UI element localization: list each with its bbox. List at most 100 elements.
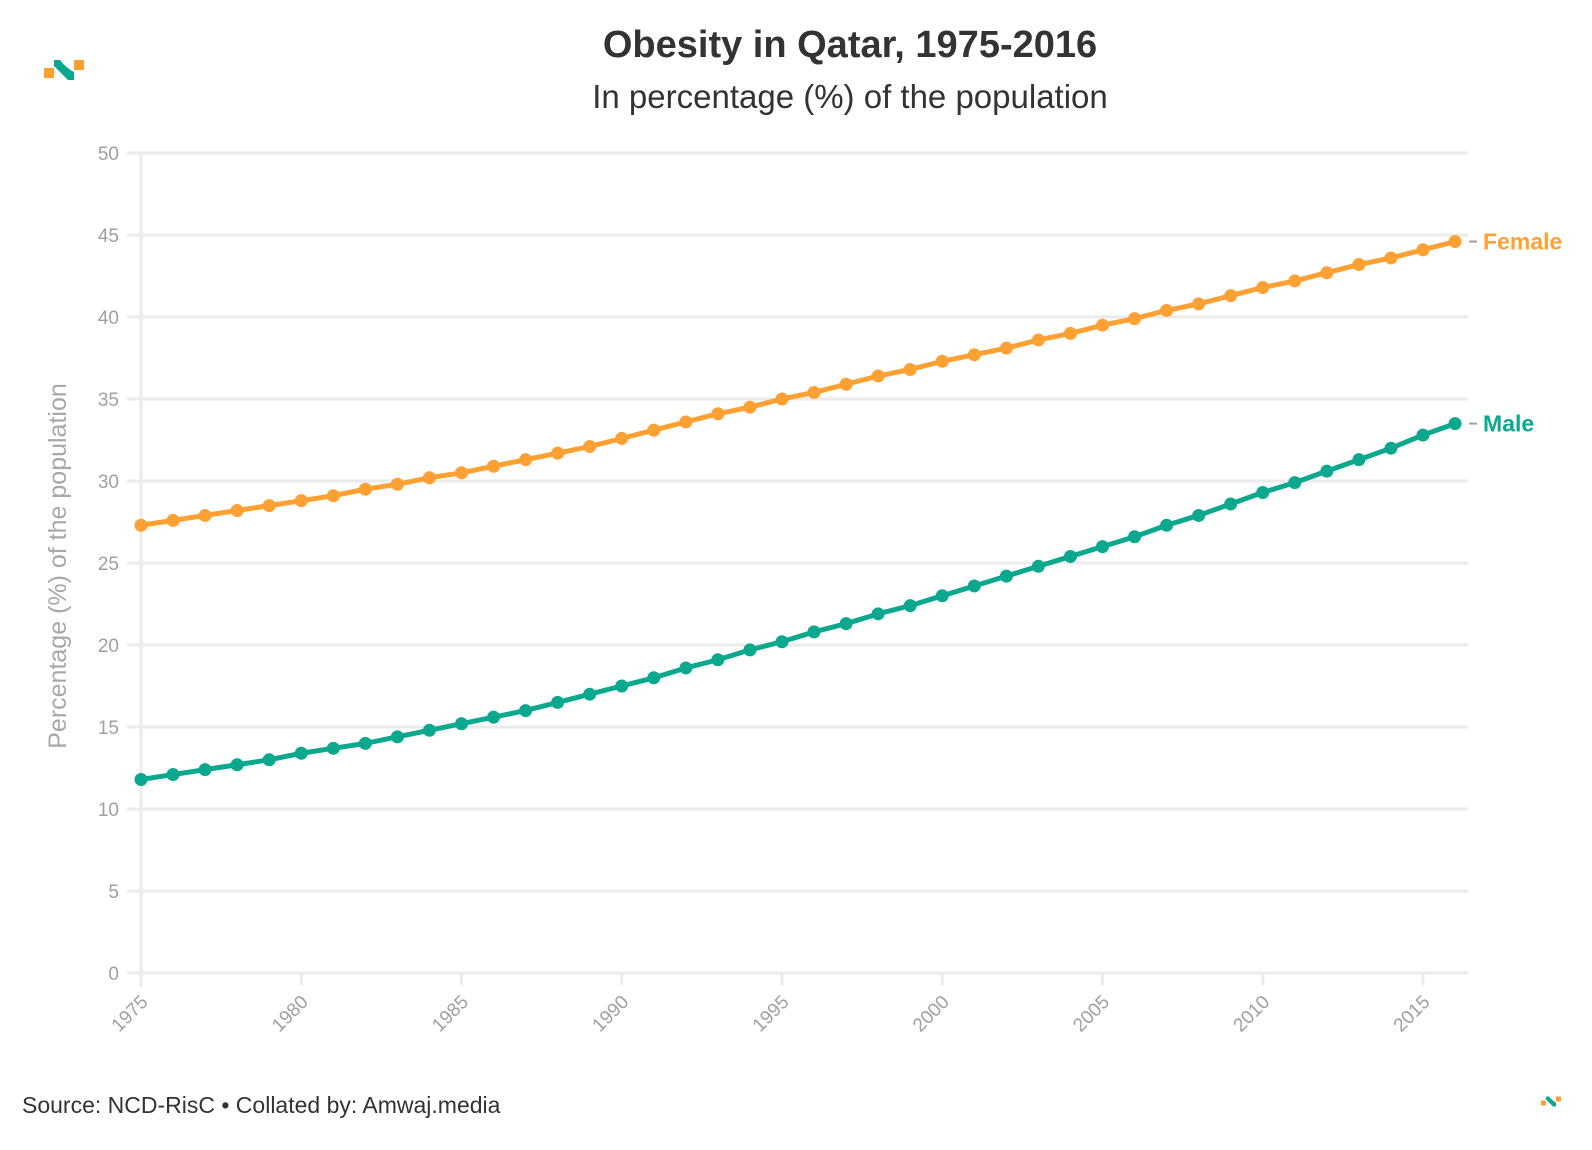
male-point-1976 [166, 768, 180, 782]
series-group: Female Male [134, 229, 1562, 786]
female-point-1977 [198, 508, 212, 522]
male-point-1993 [711, 653, 725, 667]
female-point-1990 [615, 431, 629, 445]
male-end-label: Male [1483, 411, 1534, 437]
male-point-1984 [422, 723, 436, 737]
grid-lines [127, 151, 1468, 975]
female-point-2012 [1320, 266, 1334, 280]
logo-wave [54, 60, 74, 80]
female-point-1978 [230, 504, 244, 518]
logo-small-square-right [1556, 1096, 1561, 1102]
female-point-2011 [1288, 274, 1302, 288]
female-end-label: Female [1483, 229, 1562, 255]
male-point-1996 [807, 625, 821, 639]
y-tick-label: 35 [98, 390, 119, 411]
amwaj-logo-icon [44, 60, 84, 80]
male-point-1997 [839, 617, 853, 631]
female-point-2009 [1224, 289, 1238, 303]
y-tick-label: 30 [98, 472, 119, 493]
x-tick-label: 1980 [268, 992, 313, 1037]
male-point-2006 [1128, 530, 1142, 544]
male-point-2004 [1063, 549, 1077, 563]
female-point-1994 [743, 400, 757, 414]
series-male: Male [134, 411, 1534, 786]
female-point-2001 [967, 348, 981, 362]
male-point-2012 [1320, 464, 1334, 478]
female-point-2007 [1160, 303, 1174, 317]
female-point-1986 [487, 459, 501, 473]
female-point-2008 [1192, 297, 1206, 311]
female-point-1995 [775, 392, 789, 406]
male-point-1981 [326, 741, 340, 755]
male-point-1980 [294, 746, 308, 760]
male-point-2001 [967, 579, 981, 593]
series-female: Female [134, 229, 1562, 532]
male-point-1989 [583, 687, 597, 701]
male-point-1982 [358, 736, 372, 750]
male-point-2016 [1448, 417, 1462, 431]
male-point-1991 [647, 671, 661, 685]
female-point-1979 [262, 499, 276, 513]
x-tick-label: 2010 [1230, 992, 1275, 1037]
male-point-2000 [935, 589, 949, 603]
male-point-1986 [487, 710, 501, 724]
y-tick-label: 15 [98, 718, 119, 739]
male-point-2010 [1256, 485, 1270, 499]
chart-subtitle: In percentage (%) of the population [592, 78, 1108, 115]
male-point-1999 [903, 599, 917, 613]
female-point-1983 [390, 477, 404, 491]
female-point-2015 [1416, 243, 1430, 257]
chart-title: Obesity in Qatar, 1975-2016 [602, 24, 1098, 66]
female-point-2005 [1096, 318, 1109, 332]
female-point-1996 [807, 385, 821, 399]
female-point-2016 [1448, 235, 1462, 249]
male-point-2005 [1096, 540, 1109, 554]
male-point-2007 [1160, 518, 1174, 532]
female-point-2000 [935, 354, 949, 368]
male-point-2008 [1192, 508, 1206, 522]
female-point-1989 [583, 440, 597, 454]
male-point-1983 [390, 730, 404, 744]
female-point-2002 [999, 341, 1013, 355]
male-point-1977 [198, 763, 212, 777]
female-point-1975 [134, 518, 148, 532]
female-point-2013 [1352, 258, 1366, 272]
male-point-2013 [1352, 453, 1366, 467]
y-tick-label: 0 [108, 964, 119, 985]
male-point-2011 [1288, 476, 1302, 490]
male-point-1987 [519, 704, 533, 718]
logo-square-right [74, 60, 84, 70]
logo-small-square-left [1541, 1100, 1546, 1106]
y-tick-label: 5 [108, 882, 119, 903]
male-point-1995 [775, 635, 789, 649]
male-point-1990 [615, 679, 629, 693]
y-tick-label: 20 [98, 636, 119, 657]
female-point-1980 [294, 494, 308, 508]
x-tick-label: 1985 [428, 992, 473, 1037]
y-tick-label: 10 [98, 800, 119, 821]
female-point-1993 [711, 407, 725, 421]
female-point-1984 [422, 471, 436, 485]
female-point-1999 [903, 362, 917, 376]
y-axis-ticks: 0 5 10 15 20 25 30 35 40 45 50 [98, 144, 119, 985]
male-point-2003 [1031, 559, 1045, 573]
x-tick-label: 1975 [108, 992, 153, 1037]
female-point-1981 [326, 489, 340, 503]
female-point-1997 [839, 377, 853, 391]
male-point-1979 [262, 753, 276, 767]
male-point-1988 [551, 695, 565, 709]
y-axis-label: Percentage (%) of the population [44, 383, 72, 749]
male-point-1998 [871, 607, 885, 621]
logo-square-left [44, 68, 54, 78]
female-point-1992 [679, 415, 693, 429]
x-tick-label: 1990 [589, 992, 634, 1037]
y-tick-label: 50 [98, 144, 119, 165]
male-point-2009 [1224, 497, 1238, 511]
female-point-1985 [455, 466, 468, 480]
male-point-1978 [230, 758, 244, 772]
x-tick-label: 2005 [1069, 992, 1114, 1037]
x-tick-label: 2000 [909, 992, 954, 1037]
female-point-1976 [166, 513, 180, 527]
female-point-1991 [647, 423, 661, 437]
